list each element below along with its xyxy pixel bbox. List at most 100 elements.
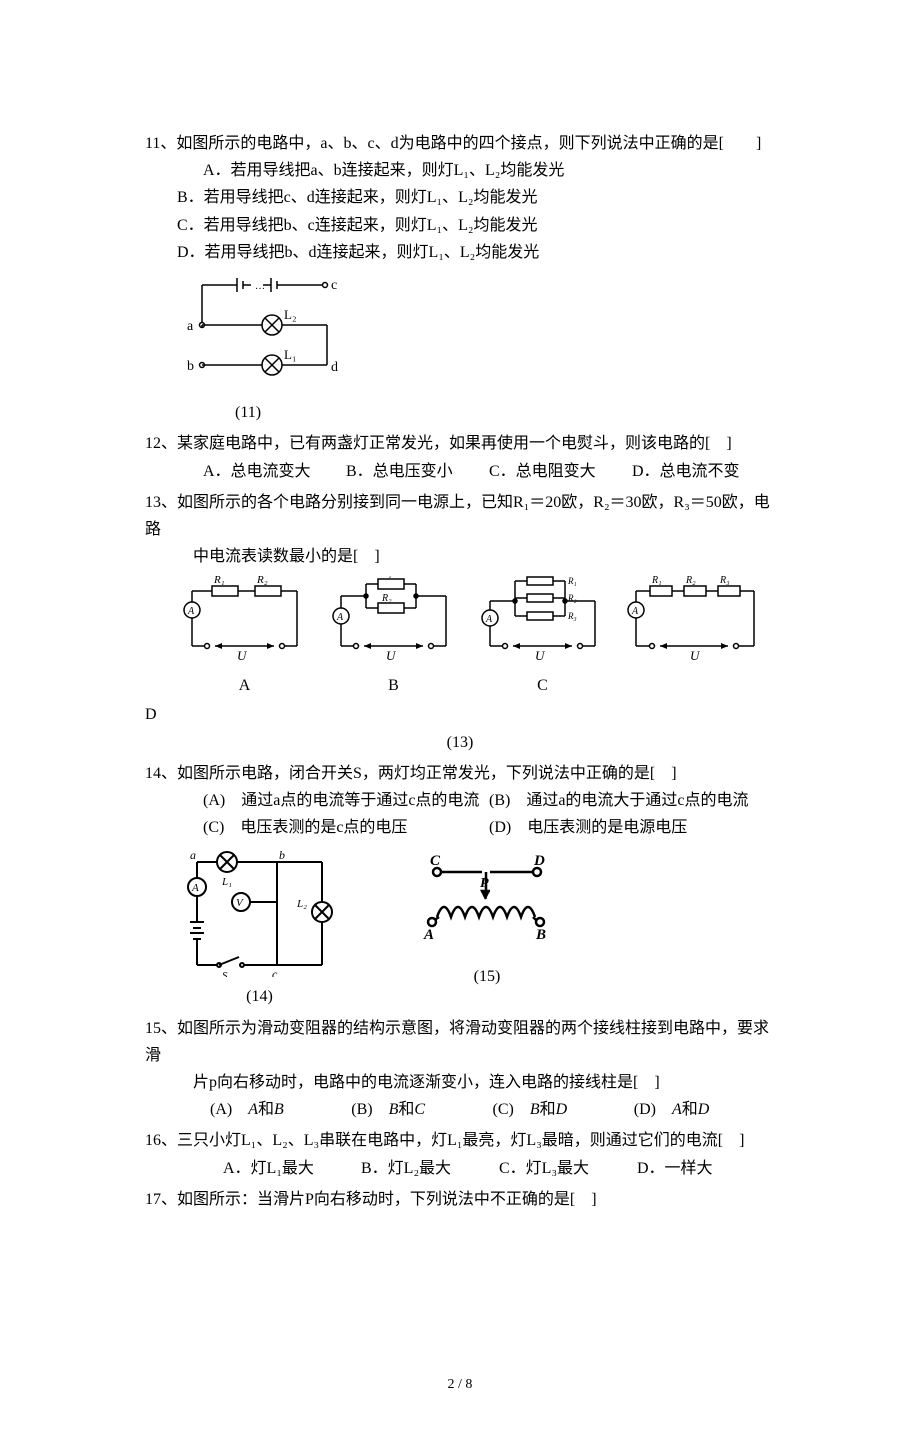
q11-stem: 11、如图所示的电路中，a、b、c、d为电路中的四个接点，则下列说法中正确的是[… <box>145 130 775 157</box>
q14-figure-row: A L₁ <box>177 847 775 1010</box>
q15-option-b: (B) B和C <box>351 1096 492 1123</box>
svg-text:R₁: R₁ <box>213 576 225 586</box>
svg-text:a: a <box>190 848 196 862</box>
question-17: 17、如图所示：当滑片P向右移动时，下列说法中不正确的是[ ] <box>145 1186 775 1213</box>
q13-circuit-c: A R₁ R₂ R₃ <box>475 576 610 666</box>
svg-text:U: U <box>386 648 397 663</box>
q15-fig-a: A <box>423 927 434 943</box>
q14-option-b: (B) 通过a的电流大于通过c点的电流 <box>489 787 775 814</box>
svg-text:…: … <box>255 281 265 292</box>
q16-number: 16、 <box>145 1132 177 1149</box>
q13-text2: 中电流表读数最小的是[ ] <box>145 543 775 570</box>
q14-option-d: (D) 电压表测的是电源电压 <box>489 814 775 841</box>
q11-text: 如图所示的电路中，a、b、c、d为电路中的四个接点，则下列说法中正确的是[ ] <box>176 135 761 152</box>
q15-option-a: (A) A和B <box>210 1096 351 1123</box>
q15-number: 15、 <box>145 1020 177 1037</box>
svg-text:S: S <box>222 970 228 977</box>
svg-text:c: c <box>272 967 278 977</box>
svg-text:R₁: R₁ <box>651 576 662 586</box>
q13-circuit-a: A R₁ R₂ <box>177 576 312 666</box>
q13-label-a: A <box>239 672 251 699</box>
q14-text: 如图所示电路，闭合开关S，两灯均正常发光，下列说法中正确的是[ ] <box>177 765 677 782</box>
question-11: 11、如图所示的电路中，a、b、c、d为电路中的四个接点，则下列说法中正确的是[… <box>145 130 775 426</box>
svg-text:A: A <box>631 606 639 617</box>
q16-stem: 16、三只小灯L₁、L₂、L₃串联在电路中，灯L₁最亮，灯L₃最暗，则通过它们的… <box>145 1127 775 1154</box>
q16-option-b: B．灯L₂最大 <box>361 1155 499 1182</box>
q12-stem: 12、某家庭电路中，已有两盏灯正常发光，如果再使用一个电熨斗，则该电路的[ ] <box>145 430 775 457</box>
question-14: 14、如图所示电路，闭合开关S，两灯均正常发光，下列说法中正确的是[ ] (A)… <box>145 760 775 1011</box>
q12-option-a: A．总电流变大 <box>203 458 346 485</box>
q15-figure-label: (15) <box>474 963 501 990</box>
page-content: 11、如图所示的电路中，a、b、c、d为电路中的四个接点，则下列说法中正确的是[… <box>0 0 920 1437</box>
q13-circuit-b: A R₁ R₂ <box>326 576 461 666</box>
q17-stem: 17、如图所示：当滑片P向右移动时，下列说法中不正确的是[ ] <box>145 1186 775 1213</box>
svg-text:P: P <box>480 876 489 891</box>
q14-option-c: (C) 电压表测的是c点的电压 <box>203 814 489 841</box>
q11-fig-b: b <box>187 359 194 374</box>
q12-option-d: D．总电流不变 <box>632 458 775 485</box>
q11-figure-label: (11) <box>145 399 775 426</box>
question-13: 13、如图所示的各个电路分别接到同一电源上，已知R₁＝20欧，R₂＝30欧，R₃… <box>145 489 775 756</box>
question-16: 16、三只小灯L₁、L₂、L₃串联在电路中，灯L₁最亮，灯L₃最暗，则通过它们的… <box>145 1127 775 1181</box>
q15-option-c: (C) B和D <box>493 1096 634 1123</box>
svg-text:L₂: L₂ <box>296 898 307 910</box>
q11-number: 11、 <box>145 135 176 152</box>
svg-text:U: U <box>690 648 701 663</box>
q14-stem: 14、如图所示电路，闭合开关S，两灯均正常发光，下列说法中正确的是[ ] <box>145 760 775 787</box>
q13-figure: A R₁ R₂ <box>177 576 775 699</box>
q17-text: 如图所示：当滑片P向右移动时，下列说法中不正确的是[ ] <box>177 1191 597 1208</box>
q13-stem: 13、如图所示的各个电路分别接到同一电源上，已知R₁＝20欧，R₂＝30欧，R₃… <box>145 489 775 543</box>
svg-text:A: A <box>187 606 195 617</box>
q11-fig-d: d <box>331 360 338 375</box>
svg-text:A: A <box>336 612 344 623</box>
svg-text:R₂: R₂ <box>381 593 392 604</box>
q13-label-c: C <box>537 672 548 699</box>
svg-text:A: A <box>485 614 493 625</box>
q11-fig-l1: L₁ <box>284 347 296 362</box>
question-12: 12、某家庭电路中，已有两盏灯正常发光，如果再使用一个电熨斗，则该电路的[ ] … <box>145 430 775 484</box>
q12-text: 某家庭电路中，已有两盏灯正常发光，如果再使用一个电熨斗，则该电路的[ ] <box>177 435 732 452</box>
q11-figure: … <box>177 270 775 399</box>
q13-label-d: D <box>145 701 775 728</box>
q17-number: 17、 <box>145 1191 177 1208</box>
q11-option-b: B．若用导线把c、d连接起来，则灯L₁、L₂均能发光 <box>145 184 775 211</box>
q11-option-c: C．若用导线把b、c连接起来，则灯L₁、L₂均能发光 <box>145 212 775 239</box>
svg-text:R₁: R₁ <box>567 576 577 586</box>
q15-fig-d: D <box>533 853 545 869</box>
svg-text:A: A <box>191 882 199 894</box>
q14-option-a: (A) 通过a点的电流等于通过c点的电流 <box>203 787 489 814</box>
svg-text:R₂: R₂ <box>256 576 268 586</box>
q14-circuit: A L₁ <box>177 847 342 977</box>
svg-text:R₁: R₁ <box>381 576 392 579</box>
svg-text:R₃: R₃ <box>719 576 730 586</box>
svg-text:L₁: L₁ <box>221 876 232 888</box>
q15-text1: 如图所示为滑动变阻器的结构示意图，将滑动变阻器的两个接线柱接到电路中，要求滑 <box>145 1020 769 1064</box>
q15-option-d: (D) A和D <box>634 1096 775 1123</box>
q11-fig-l2: L₂ <box>284 307 296 322</box>
question-15: 15、如图所示为滑动变阻器的结构示意图，将滑动变阻器的两个接线柱接到电路中，要求… <box>145 1015 775 1124</box>
svg-text:U: U <box>535 648 546 663</box>
q13-text1: 如图所示的各个电路分别接到同一电源上，已知R₁＝20欧，R₂＝30欧，R₃＝50… <box>145 494 770 538</box>
q15-rheostat: P C D A B <box>402 847 572 957</box>
svg-text:U: U <box>237 648 248 663</box>
q13-number: 13、 <box>145 494 177 511</box>
q13-label-b: B <box>388 672 399 699</box>
svg-text:R₂: R₂ <box>685 576 696 586</box>
q13-figure-label: (13) <box>145 729 775 756</box>
q15-text2: 片p向右移动时，电路中的电流逐渐变小，连入电路的接线柱是[ ] <box>145 1069 775 1096</box>
q11-fig-c: c <box>331 278 337 293</box>
q14-number: 14、 <box>145 765 177 782</box>
page-number: 2 / 8 <box>145 1373 775 1397</box>
q12-number: 12、 <box>145 435 177 452</box>
q11-option-a: A．若用导线把a、b连接起来，则灯L₁、L₂均能发光 <box>145 157 775 184</box>
q13-circuit-d: A R₁ R₂ R₃ <box>624 576 769 666</box>
q16-option-a: A．灯L₁最大 <box>223 1155 361 1182</box>
q16-option-d: D．一样大 <box>637 1155 775 1182</box>
q12-option-b: B．总电压变小 <box>346 458 489 485</box>
svg-text:b: b <box>279 848 285 862</box>
q15-fig-c: C <box>430 853 441 869</box>
q16-text: 三只小灯L₁、L₂、L₃串联在电路中，灯L₁最亮，灯L₃最暗，则通过它们的电流[… <box>177 1132 744 1149</box>
svg-text:R₃: R₃ <box>567 611 577 621</box>
q15-fig-b: B <box>535 927 546 943</box>
q12-options: A．总电流变大 B．总电压变小 C．总电阻变大 D．总电流不变 <box>145 458 775 485</box>
